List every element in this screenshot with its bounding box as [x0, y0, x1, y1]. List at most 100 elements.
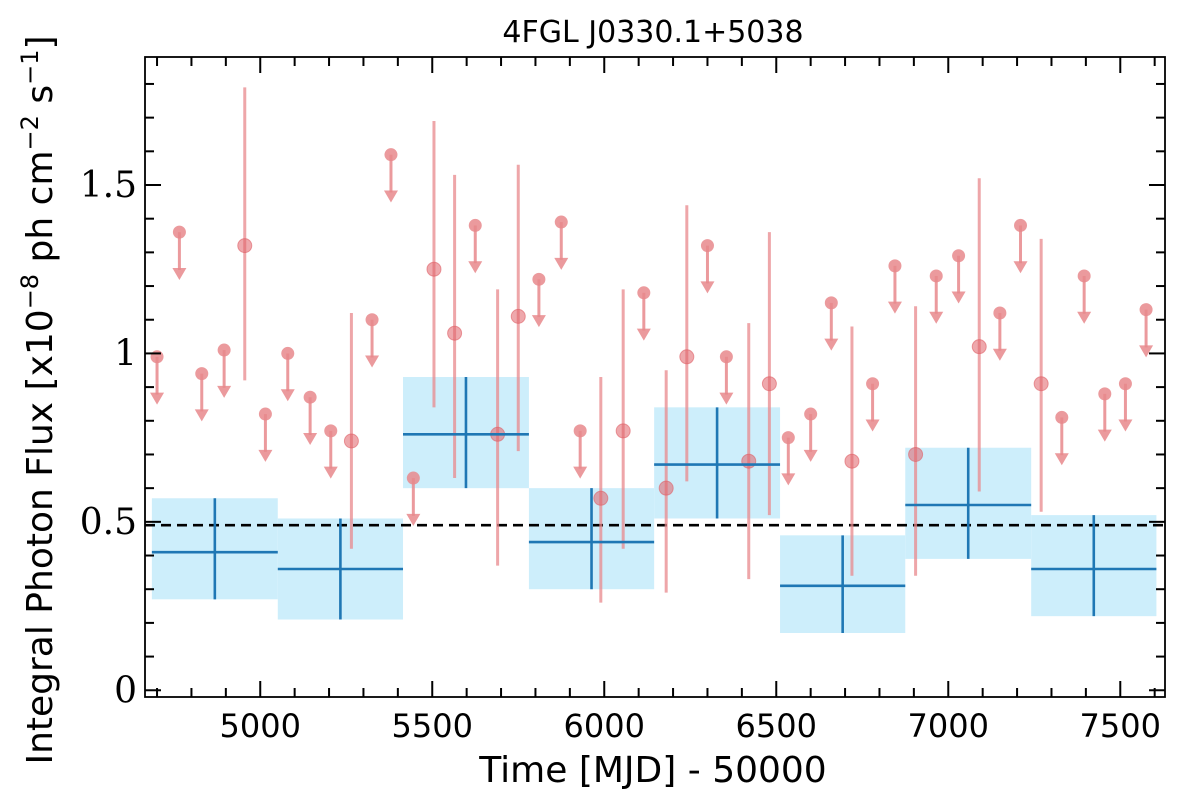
detection-point: [426, 121, 442, 408]
axis-ticks: [145, 57, 1165, 697]
upper-limit-point: [468, 218, 483, 274]
detection-marker: [237, 238, 253, 254]
upper-limit-point: [194, 367, 209, 422]
upper-limit-arrowhead: [700, 281, 715, 294]
x-tick-label: 7000: [908, 707, 989, 745]
upper-limit-arrowhead: [573, 466, 588, 479]
detection-point: [510, 164, 526, 452]
detection-point: [679, 205, 695, 482]
upper-limit-marker: [573, 424, 587, 438]
detection-marker: [679, 349, 695, 365]
upper-limit-point: [887, 259, 902, 314]
detection-point: [615, 289, 631, 549]
upper-limit-marker: [804, 407, 818, 421]
bin-point: [528, 488, 655, 590]
detection-point: [908, 306, 924, 576]
y-label-exp-3: −1: [16, 50, 44, 85]
upper-limit-marker: [1055, 410, 1069, 424]
upper-limit-point: [1054, 410, 1069, 466]
y-axis-label: Integral Photon Flux [x10−8 ph cm−2 s−1]: [16, 35, 61, 764]
bin-point: [1031, 515, 1157, 617]
detection-marker: [1033, 376, 1049, 392]
upper-limit-arrowhead: [992, 348, 1007, 361]
upper-limit-point: [1118, 377, 1133, 432]
upper-limit-marker: [258, 407, 272, 421]
upper-limit-point: [150, 350, 165, 405]
upper-limit-point: [303, 390, 318, 445]
upper-limit-marker: [1098, 387, 1112, 401]
upper-limit-arrowhead: [531, 315, 546, 328]
y-label-exp-2: −2: [16, 115, 44, 150]
upper-limit-marker: [324, 424, 338, 438]
detection-point: [971, 178, 987, 492]
x-tick-label: 6500: [736, 707, 817, 745]
detection-marker: [908, 446, 924, 462]
upper-limit-marker: [150, 350, 164, 364]
y-label-mid-2: s: [20, 85, 61, 115]
upper-limit-arrowhead: [303, 433, 318, 445]
detection-markers: [237, 87, 1049, 603]
upper-limit-point: [1013, 218, 1028, 274]
x-tick-label: 5500: [392, 707, 473, 745]
x-tick-label: 7500: [1080, 707, 1161, 745]
upper-limit-arrowhead: [194, 409, 209, 422]
upper-limit-marker: [554, 215, 568, 229]
upper-limit-arrowhead: [1054, 453, 1069, 466]
upper-limit-arrowhead: [383, 190, 398, 203]
detection-marker: [593, 490, 609, 506]
y-tick-label: 1.5: [80, 165, 137, 206]
upper-limit-marker: [719, 350, 733, 364]
upper-limit-point: [1139, 303, 1154, 358]
y-tick-labels: 0 0.5 1 1.5: [80, 165, 137, 711]
binned-flux-markers: [151, 377, 1157, 633]
upper-limit-arrowhead: [824, 338, 839, 351]
upper-limit-marker: [1014, 218, 1028, 232]
upper-limit-arrowhead: [1013, 261, 1028, 274]
y-label-main: Integral Photon Flux [x10: [20, 309, 61, 764]
upper-limit-arrowhead: [781, 473, 796, 486]
upper-limit-marker: [929, 269, 943, 283]
upper-limit-arrowhead: [406, 513, 421, 526]
detection-point: [343, 313, 359, 549]
upper-limit-marker: [1118, 377, 1132, 391]
chart-title: 4FGL J0330.1+5038: [502, 15, 803, 50]
upper-limit-marker: [993, 306, 1007, 320]
bin-point: [403, 377, 529, 489]
detection-marker: [343, 433, 359, 449]
upper-limit-arrowhead: [636, 328, 651, 341]
upper-limit-arrowhead: [554, 257, 569, 270]
detection-point: [761, 232, 777, 516]
upper-limit-point: [383, 148, 398, 203]
upper-limit-point: [554, 215, 569, 270]
detection-point: [658, 370, 674, 593]
upper-limit-marker: [281, 346, 295, 360]
upper-limit-arrowhead: [865, 419, 880, 432]
y-label-mid: ph cm: [20, 150, 61, 273]
upper-limit-point: [700, 239, 715, 294]
detection-point: [237, 87, 253, 381]
upper-limit-point: [803, 407, 818, 462]
upper-limit-arrowhead: [1097, 429, 1112, 442]
bin-point: [277, 518, 404, 620]
detection-marker: [971, 339, 987, 355]
upper-limit-point: [824, 296, 839, 351]
x-axis-label: Time [MJD] - 50000: [478, 750, 826, 791]
upper-limit-marker: [781, 431, 795, 445]
x-tick-label: 5000: [220, 707, 301, 745]
detection-marker: [741, 453, 757, 469]
upper-limit-point: [992, 306, 1007, 361]
upper-limit-marker: [172, 225, 186, 239]
upper-limit-point: [636, 286, 651, 341]
upper-limit-point: [1077, 269, 1092, 324]
upper-limit-marker: [700, 239, 714, 253]
upper-limit-arrowhead: [150, 392, 165, 405]
upper-limit-marker: [468, 218, 482, 232]
bin-point: [905, 447, 1032, 559]
upper-limit-point: [929, 269, 944, 324]
detection-marker: [510, 308, 526, 324]
upper-limit-arrowhead: [1118, 419, 1133, 432]
upper-limit-arrowhead: [258, 449, 273, 462]
y-label-exp-1: −8: [16, 274, 44, 309]
upper-limit-point: [531, 272, 546, 328]
y-label-end: ]: [20, 35, 61, 49]
